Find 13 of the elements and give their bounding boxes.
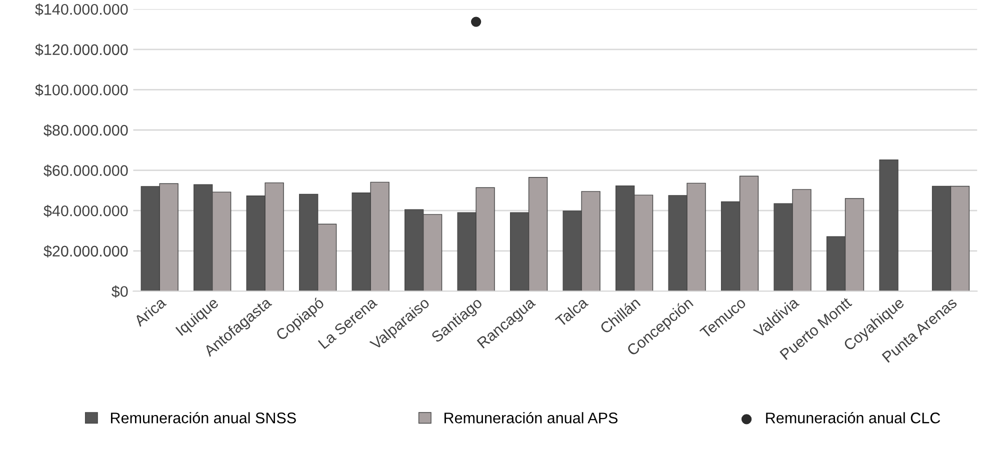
legend-label: Remuneración anual APS [444, 412, 618, 424]
y-tick-label: $40.000.000 [44, 204, 128, 218]
y-tick-label: $0 [112, 285, 128, 298]
y-tick-label: $140.000.000 [35, 3, 128, 16]
y-tick-label: $20.000.000 [44, 245, 128, 258]
y-tick-label: $80.000.000 [44, 124, 128, 137]
y-tick-label: $100.000.000 [35, 84, 128, 96]
legend-label: Remuneración anual CLC [766, 412, 940, 424]
y-tick-label: $120.000.000 [35, 44, 128, 56]
legend-label: Remuneración anual SNSS [111, 412, 296, 424]
bar [879, 159, 898, 292]
y-tick-label: $60.000.000 [44, 164, 128, 177]
x-tick-label: Talca [554, 296, 589, 328]
